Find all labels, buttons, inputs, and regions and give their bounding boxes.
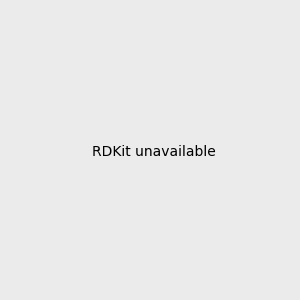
Text: RDKit unavailable: RDKit unavailable (92, 145, 216, 158)
